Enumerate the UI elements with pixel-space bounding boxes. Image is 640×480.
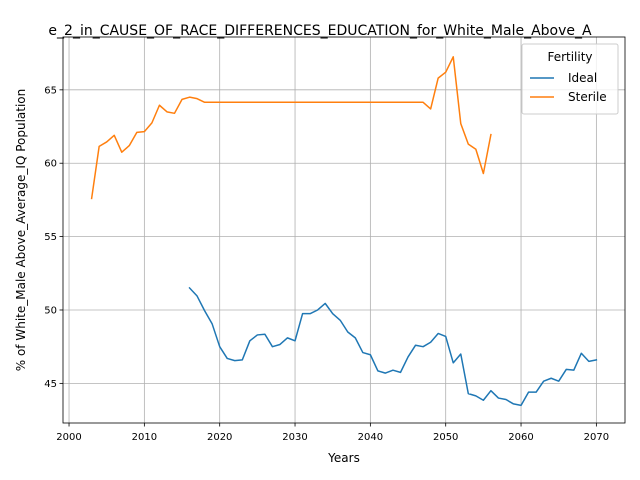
- x-tick-label: 2030: [282, 432, 307, 443]
- axis-ticks: 2000 2010 2020 2030 2040 2050 2060 2070 45 50 55 60…: [44, 85, 609, 443]
- y-tick-label: 60: [44, 159, 57, 170]
- x-tick-label: 2070: [584, 432, 609, 443]
- plot-frame: [62, 36, 626, 424]
- y-tick-label: 45: [44, 379, 57, 390]
- series-lines: [90, 56, 598, 407]
- legend: Fertility Ideal Sterile: [521, 43, 619, 115]
- x-tick-label: 2020: [207, 432, 232, 443]
- legend-label-sterile: Sterile: [568, 90, 607, 104]
- x-tick-label: 2040: [358, 432, 383, 443]
- legend-label-ideal: Ideal: [568, 71, 597, 85]
- y-tick-label: 50: [44, 305, 57, 316]
- x-axis-label: Years: [327, 451, 360, 465]
- chart-title: e_2_in_CAUSE_OF_RACE_DIFFERENCES_EDUCATI…: [48, 23, 592, 39]
- series-line-ideal: [188, 286, 598, 407]
- x-tick-label: 2010: [132, 432, 157, 443]
- x-tick-label: 2000: [56, 432, 81, 443]
- y-tick-label: 55: [44, 232, 57, 243]
- x-tick-label: 2060: [508, 432, 533, 443]
- y-axis-label: % of White_Male Above_Average_IQ Populat…: [14, 89, 28, 372]
- series-line-sterile: [90, 56, 492, 200]
- legend-title: Fertility: [547, 50, 592, 64]
- x-tick-label: 2050: [433, 432, 458, 443]
- y-tick-label: 65: [44, 85, 57, 96]
